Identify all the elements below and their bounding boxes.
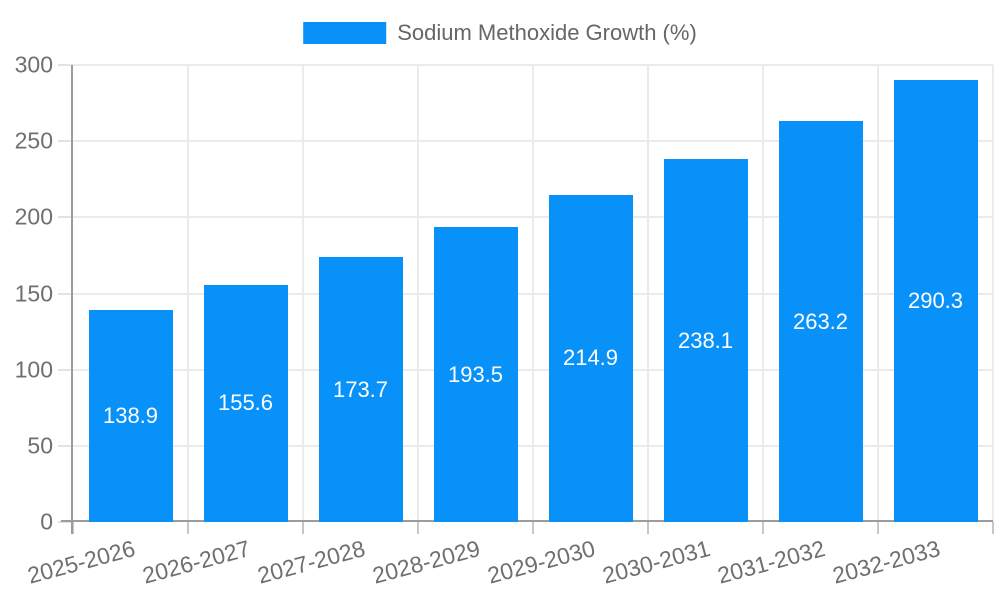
y-tick-label: 300 [14,51,53,78]
y-tick [58,444,73,447]
y-tick [58,368,73,371]
bar: 138.9 [88,310,173,522]
x-tick-label: 2026-2027 [139,535,253,589]
x-gridline [647,65,649,522]
x-tick-label: 2029-2030 [484,535,598,589]
x-gridline [877,65,879,522]
x-tick [302,522,304,534]
y-tick-label: 250 [14,127,53,154]
y-tick-label: 200 [14,203,53,230]
bar-value-label: 193.5 [447,361,504,387]
x-tick [72,522,74,534]
y-tick [58,521,73,523]
x-tick-label: 2028-2029 [369,535,483,589]
bar: 193.5 [433,227,518,522]
bar: 214.9 [548,194,633,522]
x-tick [532,522,534,534]
legend-swatch [303,22,387,44]
bar-value-label: 138.9 [102,403,159,429]
y-tick-label: 100 [14,356,53,383]
x-tick [877,522,879,534]
x-tick [762,522,764,534]
x-gridline [762,65,764,522]
x-tick [417,522,419,534]
legend: Sodium Methoxide Growth (%) [303,20,697,46]
y-axis-spine [71,65,73,534]
x-tick [992,522,994,534]
y-tick [58,216,73,219]
bar: 173.7 [318,257,403,522]
y-tick-label: 50 [27,432,53,459]
y-tick [58,292,73,295]
bar: 263.2 [778,121,863,522]
bar: 238.1 [663,159,748,522]
x-tick [647,522,649,534]
bar-value-label: 214.9 [562,345,619,371]
bar-value-label: 155.6 [217,390,274,416]
x-gridline [532,65,534,522]
bar-value-label: 263.2 [792,308,849,334]
bar: 290.3 [893,79,978,522]
x-gridline [417,65,419,522]
y-tick-label: 150 [14,280,53,306]
x-tick-label: 2032-2033 [829,535,943,589]
x-gridline [302,65,304,522]
plot-area: 0 50 100 150 200 250 300 138.9 2025-2026 155.6 202… [15,52,994,589]
x-gridline [187,65,189,522]
legend-label: Sodium Methoxide Growth (%) [397,20,697,45]
x-tick-label: 2030-2031 [599,535,713,589]
bar-value-label: 290.3 [907,287,964,313]
x-tick-label: 2027-2028 [254,535,368,589]
x-tick [187,522,189,534]
x-tick-label: 2031-2032 [714,535,828,589]
x-tick-label: 2025-2026 [24,535,138,589]
bar-value-label: 238.1 [677,327,734,353]
x-axis-spine [61,520,993,522]
y-tick-label: 0 [40,508,53,535]
y-tick [58,140,73,143]
y-tick [58,64,73,66]
x-gridline [992,65,994,522]
bar-value-label: 173.7 [332,376,389,402]
bar: 155.6 [203,284,288,522]
